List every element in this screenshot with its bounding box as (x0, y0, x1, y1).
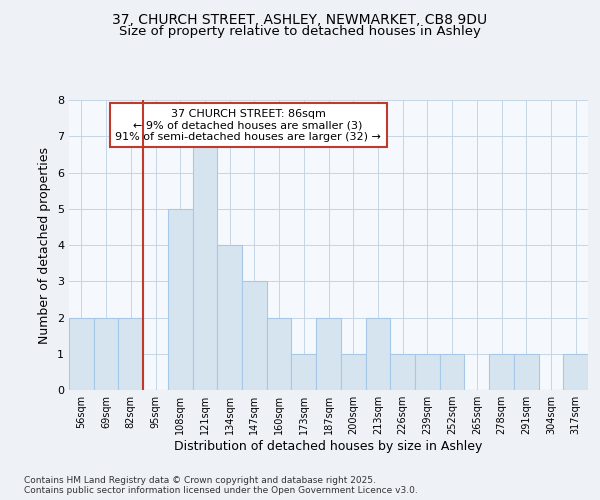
Bar (316, 318, 341, 390)
Bar (292, 354, 316, 390)
Bar (390, 354, 415, 390)
Bar (489, 354, 514, 390)
Bar (69, 318, 94, 390)
Y-axis label: Number of detached properties: Number of detached properties (38, 146, 52, 344)
Bar (168, 209, 193, 390)
Bar (118, 318, 143, 390)
Bar (242, 281, 267, 390)
Bar (563, 354, 588, 390)
Text: 37, CHURCH STREET, ASHLEY, NEWMARKET, CB8 9DU: 37, CHURCH STREET, ASHLEY, NEWMARKET, CB… (112, 12, 488, 26)
X-axis label: Distribution of detached houses by size in Ashley: Distribution of detached houses by size … (175, 440, 482, 453)
Bar (440, 354, 464, 390)
Bar (514, 354, 539, 390)
Bar (341, 354, 365, 390)
Text: 37 CHURCH STREET: 86sqm
← 9% of detached houses are smaller (3)
91% of semi-deta: 37 CHURCH STREET: 86sqm ← 9% of detached… (115, 108, 381, 142)
Bar (94, 318, 118, 390)
Bar (415, 354, 440, 390)
Bar (365, 318, 390, 390)
Text: Size of property relative to detached houses in Ashley: Size of property relative to detached ho… (119, 25, 481, 38)
Bar (193, 136, 217, 390)
Text: Contains HM Land Registry data © Crown copyright and database right 2025.
Contai: Contains HM Land Registry data © Crown c… (24, 476, 418, 495)
Bar (267, 318, 292, 390)
Bar (217, 245, 242, 390)
